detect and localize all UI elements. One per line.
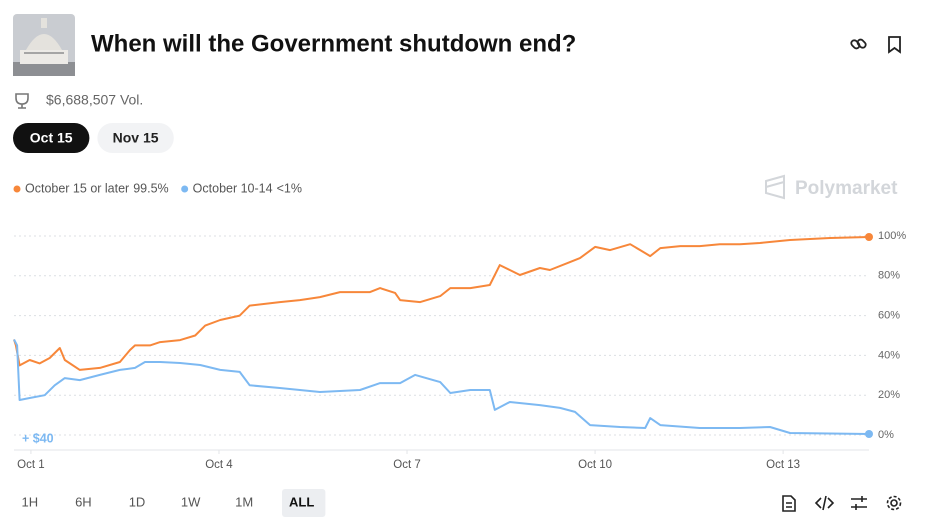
y-tick-label: 20% — [878, 389, 900, 401]
legend-value: <1% — [277, 181, 302, 195]
range-selected — [282, 489, 326, 517]
volume: $6,688,507 Vol. — [46, 92, 143, 108]
y-tick-label: 80% — [878, 270, 900, 282]
tab[interactable] — [13, 123, 90, 153]
x-tick-label: Oct 13 — [766, 459, 800, 471]
settings-sliders-icon[interactable] — [851, 496, 867, 510]
y-tick-label: 100% — [878, 230, 906, 242]
link-icon[interactable] — [850, 38, 867, 50]
legend-dot — [13, 185, 21, 193]
embed-icon[interactable] — [814, 495, 835, 511]
brand-logo — [765, 174, 785, 200]
legend-value: 99.5% — [133, 181, 168, 195]
bookmark-icon[interactable] — [888, 36, 901, 54]
legend-name: October 10-14 — [193, 181, 273, 195]
range-button[interactable]: 1H — [21, 494, 38, 509]
series-line — [13, 339, 870, 435]
x-tick-label: Oct 10 — [578, 459, 612, 471]
range-button[interactable]: ALL — [289, 494, 314, 509]
x-tick-label: Oct 7 — [393, 459, 420, 471]
range-button[interactable]: 1D — [129, 494, 146, 509]
chart: 0% 20% 40% 60% 80% 100% Oct 1 Oct 4 Oct 7 Oct 10 O… — [13, 230, 906, 471]
range-button[interactable]: 6H — [75, 494, 92, 509]
tab[interactable] — [97, 123, 174, 153]
range-button[interactable]: 1M — [235, 494, 253, 509]
trophy-icon — [15, 93, 29, 109]
market-image — [13, 14, 75, 76]
range-buttons: 1H 6H 1D 1W 1M ALL — [21, 489, 326, 517]
x-tick-label: Oct 4 — [205, 459, 233, 471]
legend: October 15 or later 99.5% October 10-14 <1% — [13, 181, 302, 195]
title: When will the Government shutdown end? — [91, 30, 576, 57]
y-tick-label: 60% — [878, 310, 900, 322]
y-tick-label: 0% — [878, 429, 894, 441]
gear-icon[interactable] — [886, 495, 902, 511]
y-tick-label: 40% — [878, 349, 900, 361]
doc-icon[interactable] — [782, 495, 796, 512]
legend-dot — [181, 185, 189, 193]
tab-label[interactable]: Nov 15 — [113, 130, 159, 146]
legend-name: October 15 or later — [25, 181, 129, 195]
end-dot — [865, 430, 873, 439]
range-button[interactable]: 1W — [181, 494, 201, 509]
series-line — [13, 236, 870, 371]
brand: Polymarket — [795, 178, 898, 199]
end-dot — [865, 232, 873, 241]
tab-label[interactable]: Oct 15 — [30, 130, 73, 146]
tabs: Oct 15 Nov 15 — [13, 123, 174, 153]
annotation: + $40 — [22, 431, 54, 445]
toolbar — [782, 495, 902, 512]
x-tick-label: Oct 1 — [17, 459, 44, 471]
